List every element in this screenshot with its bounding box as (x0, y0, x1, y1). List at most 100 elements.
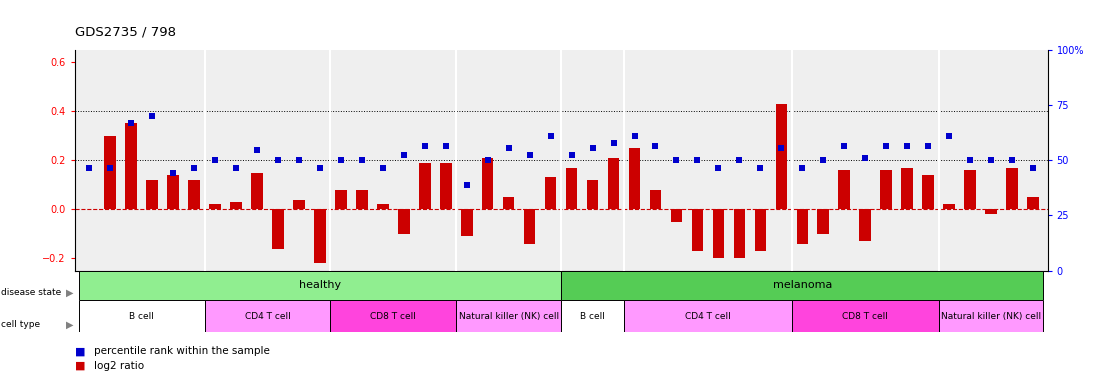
Bar (566, 168, 577, 209)
Text: CD4 T cell: CD4 T cell (685, 312, 731, 321)
Bar (336, 190, 347, 209)
Bar (419, 163, 431, 209)
Point (814, 157, 832, 163)
Bar (357, 190, 367, 209)
Point (479, 157, 497, 163)
Bar (943, 204, 954, 209)
Point (878, 142, 895, 149)
Point (940, 133, 958, 139)
Point (521, 152, 539, 159)
Text: CD8 T cell: CD8 T cell (842, 312, 889, 321)
Point (857, 155, 874, 161)
Point (123, 121, 140, 127)
Point (248, 147, 265, 154)
Point (80, 165, 98, 171)
Bar (524, 209, 535, 243)
Bar (205, 300, 330, 332)
Bar (456, 300, 561, 332)
Point (185, 165, 203, 171)
Bar (755, 209, 766, 251)
Point (668, 157, 686, 163)
Point (542, 133, 559, 139)
Text: melanoma: melanoma (772, 280, 832, 290)
Bar (624, 300, 792, 332)
Bar (859, 209, 871, 241)
Bar (670, 209, 682, 222)
Bar (561, 300, 624, 332)
Bar (939, 300, 1043, 332)
Text: CD4 T cell: CD4 T cell (245, 312, 291, 321)
Text: cell type: cell type (1, 320, 41, 329)
Point (604, 140, 622, 146)
Bar (210, 204, 220, 209)
Point (689, 157, 706, 163)
Text: percentile rank within the sample: percentile rank within the sample (94, 346, 270, 356)
Text: ■: ■ (75, 346, 86, 356)
Point (206, 157, 224, 163)
Point (836, 142, 853, 149)
Point (625, 133, 643, 139)
Point (584, 145, 601, 151)
Text: ■: ■ (75, 361, 86, 371)
Text: ▶: ▶ (66, 288, 73, 298)
Point (332, 157, 350, 163)
Text: Natural killer (NK) cell: Natural killer (NK) cell (459, 312, 558, 321)
Bar (561, 271, 1043, 300)
Point (416, 142, 433, 149)
Bar (792, 300, 939, 332)
Bar (482, 158, 494, 209)
Bar (330, 300, 456, 332)
Bar (272, 209, 284, 248)
Point (353, 157, 371, 163)
Text: healthy: healthy (298, 280, 341, 290)
Point (919, 142, 937, 149)
Bar (104, 136, 116, 209)
Bar (398, 209, 409, 234)
Bar (923, 175, 934, 209)
Point (227, 165, 245, 171)
Text: log2 ratio: log2 ratio (94, 361, 145, 371)
Point (1004, 157, 1021, 163)
Bar (293, 200, 305, 209)
Point (500, 145, 518, 151)
Bar (79, 300, 205, 332)
Point (1025, 165, 1042, 171)
Text: ▶: ▶ (66, 319, 73, 329)
Bar (502, 197, 514, 209)
Bar (314, 209, 326, 263)
Text: disease state: disease state (1, 288, 61, 297)
Bar (1006, 168, 1018, 209)
Bar (964, 170, 976, 209)
Text: Natural killer (NK) cell: Natural killer (NK) cell (941, 312, 1041, 321)
Text: B cell: B cell (129, 312, 155, 321)
Point (395, 152, 412, 159)
Bar (796, 209, 808, 243)
Bar (902, 168, 913, 209)
Point (312, 165, 329, 171)
Bar (1027, 197, 1039, 209)
Bar (629, 148, 641, 209)
Bar (440, 163, 452, 209)
Bar (168, 175, 179, 209)
Point (731, 157, 748, 163)
Text: B cell: B cell (580, 312, 606, 321)
Bar (985, 209, 997, 214)
Point (563, 152, 580, 159)
Point (710, 165, 727, 171)
Point (751, 165, 769, 171)
Point (647, 142, 665, 149)
Point (457, 182, 475, 188)
Bar (649, 190, 661, 209)
Point (772, 145, 790, 151)
Point (269, 157, 286, 163)
Point (144, 113, 161, 119)
Bar (79, 271, 561, 300)
Bar (189, 180, 200, 209)
Bar (587, 180, 598, 209)
Bar (838, 170, 850, 209)
Bar (461, 209, 473, 236)
Bar (125, 124, 137, 209)
Point (374, 165, 392, 171)
Point (793, 165, 811, 171)
Point (101, 165, 118, 171)
